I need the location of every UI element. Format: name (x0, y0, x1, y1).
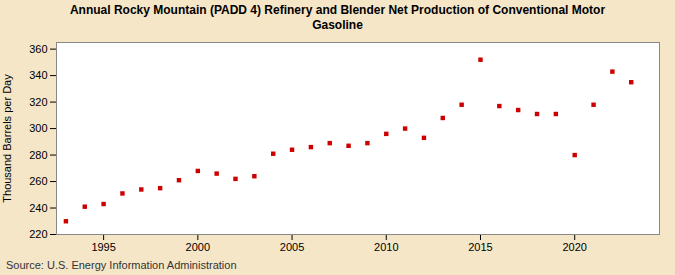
svg-text:320: 320 (29, 96, 47, 108)
svg-text:360: 360 (29, 43, 47, 55)
svg-text:2005: 2005 (280, 241, 304, 253)
svg-text:1995: 1995 (91, 241, 115, 253)
html-text:Source: U.S. Energy Informatio: Source: U.S. Energy Information Administ… (6, 259, 237, 271)
svg-text:280: 280 (29, 149, 47, 161)
svg-text:2015: 2015 (468, 241, 492, 253)
svg-text:340: 340 (29, 69, 47, 81)
html-text:Annual Rocky Mountain (PADD 4): Annual Rocky Mountain (PADD 4) Refinery … (69, 3, 606, 32)
svg-text:2010: 2010 (374, 241, 398, 253)
svg-text:240: 240 (29, 202, 47, 214)
svg-text:260: 260 (29, 175, 47, 187)
svg-text:2020: 2020 (562, 241, 586, 253)
svg-text:Thousand Barrels per Day: Thousand Barrels per Day (1, 74, 13, 203)
svg-text:2000: 2000 (186, 241, 210, 253)
svg-text:220: 220 (29, 228, 47, 240)
svg-text:300: 300 (29, 122, 47, 134)
